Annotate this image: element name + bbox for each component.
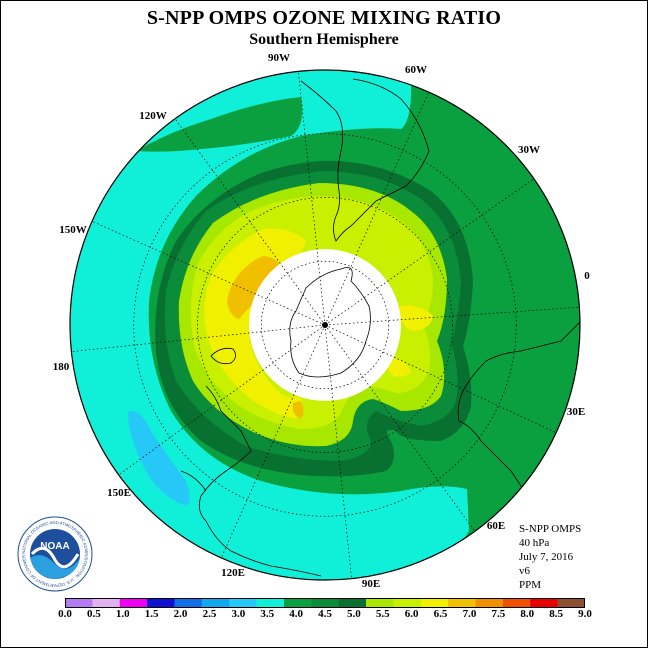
colorbar-swatch xyxy=(475,598,504,608)
south-pole-dot xyxy=(322,322,328,328)
longitude-label: 90E xyxy=(362,578,380,590)
colorbar-tick-label: 1.5 xyxy=(144,608,159,620)
page-subtitle: Southern Hemisphere xyxy=(249,31,399,48)
colorbar-tick-label: 0.0 xyxy=(58,608,72,620)
longitude-label: 30E xyxy=(567,406,585,418)
colorbar-swatch xyxy=(65,598,93,608)
colorbar-tick-label: 4.5 xyxy=(318,608,332,620)
colorbar-swatch xyxy=(393,598,422,608)
coastlines xyxy=(180,78,580,577)
colorbar-swatch xyxy=(557,598,585,608)
meridian-line xyxy=(324,91,430,326)
colorbar-swatch xyxy=(174,598,203,608)
latitude-circle xyxy=(260,260,390,390)
info-panel: S-NPP OMPS 40 hPa July 7, 2016 v6 PPM xyxy=(519,522,581,592)
info-units: PPM xyxy=(519,579,542,591)
meridian-line xyxy=(297,71,326,326)
colorbar-swatch xyxy=(366,598,394,608)
page-title: S-NPP OMPS OZONE MIXING RATIO xyxy=(146,7,502,29)
colorbar-swatch xyxy=(338,598,367,608)
zone-yellow xyxy=(204,228,306,419)
colorbar-swatch xyxy=(229,598,257,608)
zone-blue-patch xyxy=(128,410,190,506)
colorbar-swatch xyxy=(201,598,230,608)
longitude-label: 90W xyxy=(268,52,290,64)
info-date: July 7, 2016 xyxy=(519,551,574,563)
colorbar-tick-label: 6.0 xyxy=(404,608,419,620)
latitude-circle xyxy=(133,133,517,517)
colorbar-tick-label: 3.5 xyxy=(260,608,275,620)
meridian-line xyxy=(324,178,535,326)
longitude-label: 150E xyxy=(107,487,131,499)
colorbar-tick-label: 0.5 xyxy=(87,608,101,620)
colorbar-tick-label: 3.0 xyxy=(231,608,246,620)
zone-orange xyxy=(227,256,281,319)
latitude-circle xyxy=(197,197,453,453)
zone-orange-2 xyxy=(292,401,304,419)
longitude-label: 0 xyxy=(584,270,590,282)
longitude-labels: 0 30E 60E 90E 120E 150E 180 150W 120W 90W 60W 30W xyxy=(53,52,591,590)
colorbar-tick-label: 2.0 xyxy=(173,608,188,620)
logo-wave xyxy=(30,555,80,579)
zone-yellow-se xyxy=(385,356,411,377)
meridian-line xyxy=(220,324,326,559)
colorbar-border xyxy=(65,598,585,608)
longitude-label: 120E xyxy=(221,567,245,579)
colorbar-tick-label: 2.5 xyxy=(202,608,217,620)
colorbar-swatch xyxy=(256,598,285,608)
colorbar-tick-label: 7.5 xyxy=(491,608,506,620)
colorbar-swatch xyxy=(530,598,558,608)
meridian-line xyxy=(91,220,326,326)
longitude-label: 60E xyxy=(487,520,505,532)
colorbar-swatch xyxy=(283,598,312,608)
longitude-label: 60W xyxy=(405,64,427,76)
longitude-label: 120W xyxy=(139,110,167,122)
colorbar-swatch xyxy=(448,598,476,608)
zone-green-nw xyxy=(136,97,303,152)
graticule xyxy=(71,71,580,579)
meridian-line xyxy=(324,324,353,579)
longitude-label: 180 xyxy=(53,361,70,373)
colorbar-tick-label: 4.0 xyxy=(289,608,303,620)
colorbar-swatch xyxy=(502,598,531,608)
map-boundary xyxy=(69,69,581,581)
meridian-line xyxy=(174,118,326,326)
colorbar-swatch xyxy=(92,598,121,608)
meridian-line xyxy=(324,306,580,326)
colorbar-tick-label: 9.0 xyxy=(578,608,592,620)
colorbar-swatch xyxy=(147,598,175,608)
colorbar-tick-label: 6.5 xyxy=(433,608,448,620)
meridian-line xyxy=(118,324,326,476)
map-disk xyxy=(70,70,580,580)
colorbar-tick-label: 5.0 xyxy=(347,608,361,620)
longitude-label: 30W xyxy=(518,144,540,156)
meridian-line xyxy=(324,324,557,434)
colorbar-swatch xyxy=(119,598,148,608)
colorbar xyxy=(65,598,585,608)
longitude-label: 150W xyxy=(59,224,87,236)
colorbar-swatch xyxy=(420,598,449,608)
colorbar-tick-label: 5.5 xyxy=(375,608,390,620)
colorbar-swatch xyxy=(311,598,339,608)
colorbar-labels: 0.0 0.5 1.0 1.5 2.0 2.5 3.0 3.5 4.0 4.5 5.0 5.5 6.0 6… xyxy=(1,608,647,624)
meridian-line xyxy=(324,324,476,532)
logo-gull xyxy=(30,546,80,569)
colorbar-tick-label: 8.0 xyxy=(520,608,535,620)
zone-yellow-east xyxy=(399,305,433,331)
colorbar-tick-label: 1.0 xyxy=(115,608,130,620)
info-pressure: 40 hPa xyxy=(519,537,550,549)
info-version: v6 xyxy=(519,565,530,577)
logo-text: NOAA xyxy=(40,541,69,552)
info-instrument: S-NPP OMPS xyxy=(519,523,582,535)
colorbar-tick-label: 8.5 xyxy=(549,608,563,620)
noaa-logo: NOAA NATIONAL OCEANIC AND ATMOSPHERIC AD… xyxy=(17,516,93,592)
meridian-line xyxy=(71,324,326,353)
colorbar-tick-label: 7.0 xyxy=(462,608,477,620)
